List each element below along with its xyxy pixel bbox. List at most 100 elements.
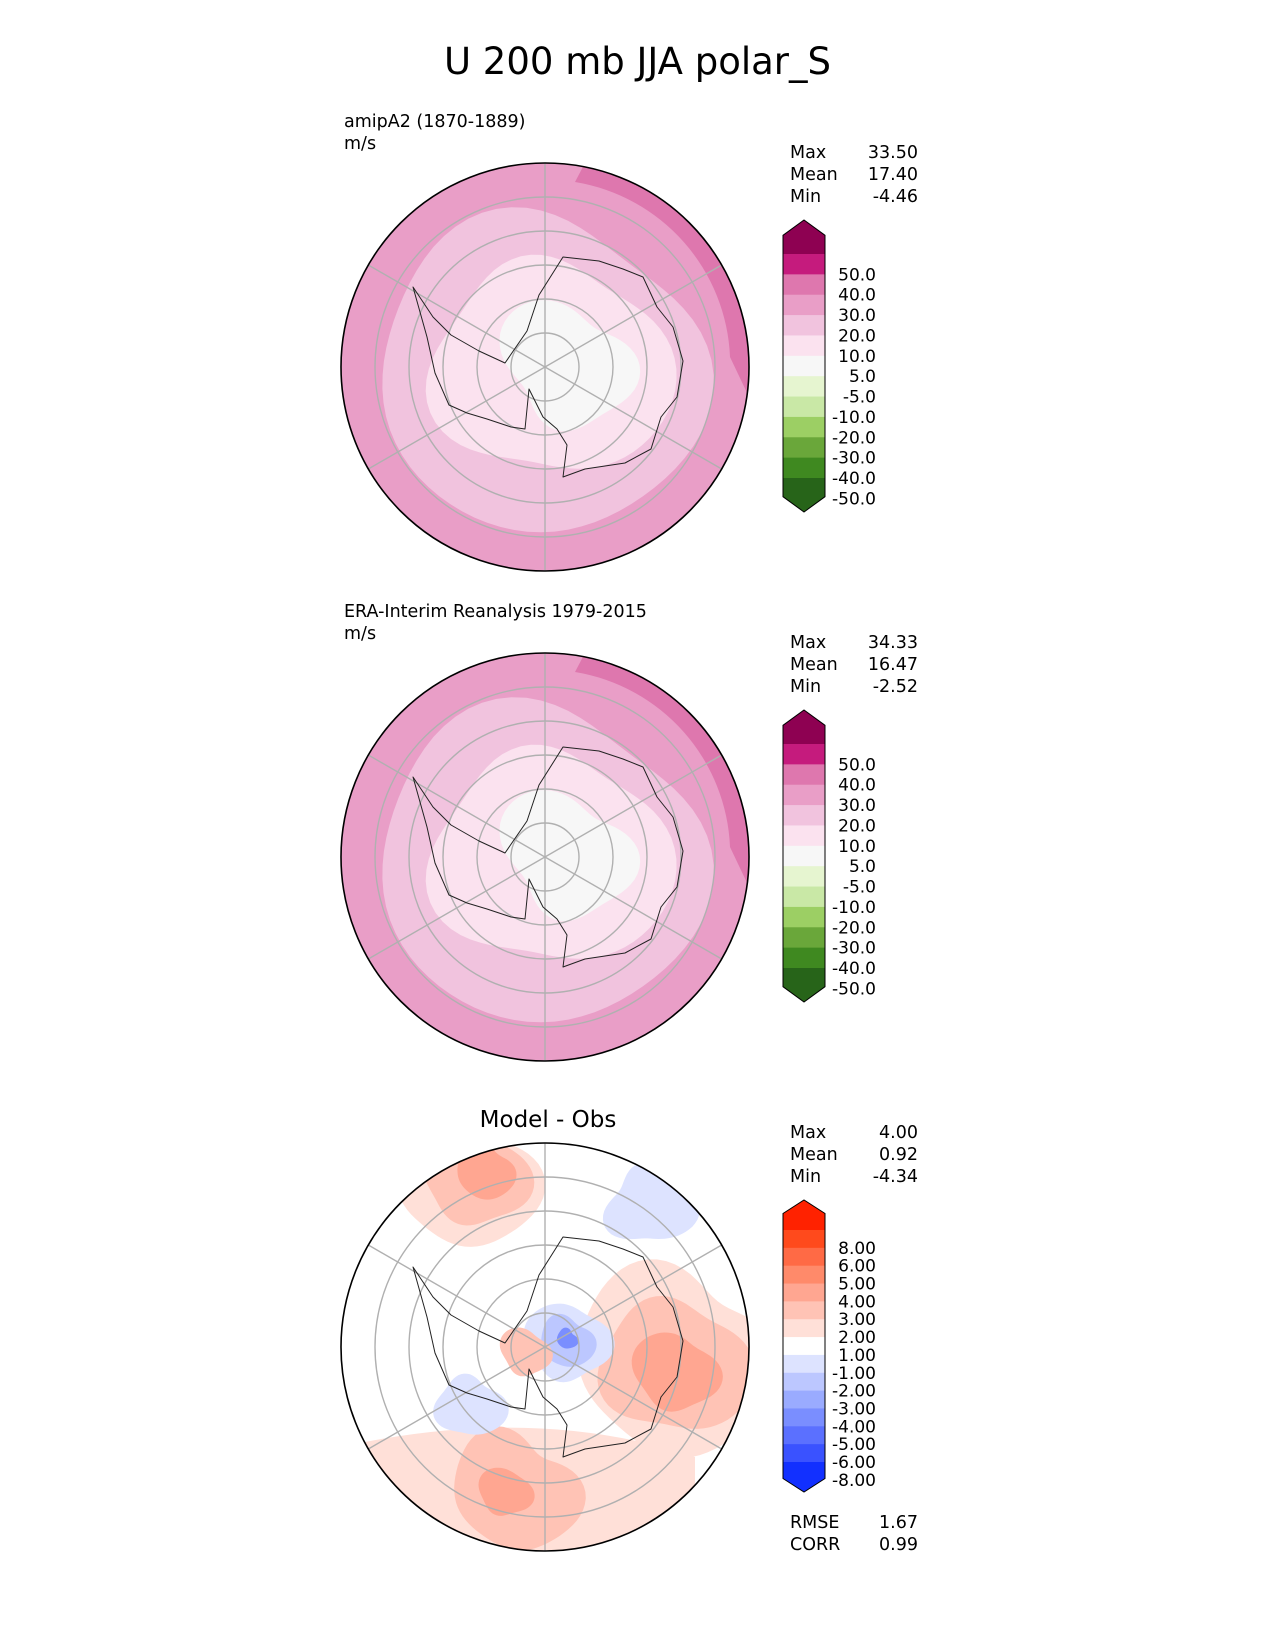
contour-band — [556, 1327, 579, 1349]
colorbar-tick-label: -30.0 — [832, 449, 876, 469]
colorbar-tick-label: -3.00 — [832, 1399, 876, 1419]
colorbar-extend-bottom — [783, 968, 825, 1002]
figure-title: U 200 mb JJA polar_S — [443, 40, 832, 83]
colorbar-tick-label: 40.0 — [838, 286, 876, 306]
meridian-line — [367, 754, 723, 960]
contour-band — [478, 1467, 535, 1516]
colorbar-swatch — [783, 1426, 825, 1445]
colorbar-outline — [782, 709, 826, 1003]
colorbar-tick-label: -40.0 — [832, 959, 876, 979]
colorbar-tick-label: -50.0 — [832, 489, 876, 509]
panel1-title: amipA2 (1870-1889) m/s — [344, 112, 526, 154]
colorbar-swatch — [783, 335, 825, 357]
panel3-title: Model - Obs — [479, 1107, 617, 1133]
colorbar-tick-label: 10.0 — [838, 837, 876, 857]
colorbar-swatch — [783, 1337, 825, 1356]
contour-band — [575, 653, 749, 887]
contour-band — [602, 1163, 700, 1240]
colorbar-swatch — [783, 416, 825, 438]
contour-band — [575, 163, 749, 397]
colorbar-swatch — [783, 274, 825, 296]
colorbar-tick-label: -2.00 — [832, 1382, 876, 1402]
colorbar-swatch — [783, 947, 825, 969]
colorbar-swatch — [783, 1444, 825, 1463]
colorbar-swatch — [783, 1247, 825, 1267]
meridian-line — [367, 264, 723, 470]
colorbar-swatch — [783, 906, 825, 928]
colorbar-swatch — [783, 294, 825, 316]
colorbar-tick-label: 5.0 — [849, 857, 876, 877]
colorbar-tick-label: 30.0 — [838, 796, 876, 816]
contour-band — [631, 1332, 723, 1412]
colorbar-swatch — [783, 437, 825, 459]
contour-field — [341, 1143, 749, 1551]
colorbar-tick-label: -40.0 — [832, 469, 876, 489]
colorbar-tick-label: 30.0 — [838, 306, 876, 326]
colorbar-swatch — [783, 1283, 825, 1302]
colorbar-tick-label: -5.00 — [832, 1435, 876, 1455]
contour-band — [499, 1327, 553, 1377]
colorbar-tick-label: 1.00 — [838, 1346, 876, 1366]
colorbar-swatch — [783, 1265, 825, 1285]
colorbar: 50.040.030.020.010.05.0-5.0-10.0-20.0-30… — [782, 219, 876, 513]
panel3-stats: Max 4.00 Mean 0.92 Min -4.34 — [790, 1123, 918, 1187]
colorbar-tick-label: -4.00 — [832, 1417, 876, 1437]
colorbar-swatch — [783, 866, 825, 888]
colorbar-tick-label: -20.0 — [832, 428, 876, 448]
colorbar-tick-label: 2.00 — [838, 1328, 876, 1348]
map-boundary — [340, 162, 750, 572]
colorbar-swatch — [783, 1301, 825, 1320]
panel2-stats: Max 34.33 Mean 16.47 Min -2.52 — [790, 633, 918, 697]
polar-map-3: 8.006.005.004.003.002.001.00-1.00-2.00-3… — [340, 1142, 876, 1552]
colorbar-tick-label: 6.00 — [838, 1257, 876, 1277]
colorbar-tick-label: 50.0 — [838, 755, 876, 775]
panel2-title: ERA-Interim Reanalysis 1979-2015 m/s — [344, 602, 647, 644]
colorbar-extend-bottom — [783, 1462, 825, 1492]
graticule — [367, 1143, 723, 1551]
colorbar-tick-label: 8.00 — [838, 1239, 876, 1259]
polar-map-1: 50.040.030.020.010.05.0-5.0-10.0-20.0-30… — [340, 162, 876, 572]
colorbar-tick-label: 20.0 — [838, 326, 876, 346]
meridian-line — [367, 1244, 723, 1450]
colorbar-tick-label: -5.0 — [843, 878, 876, 898]
colorbar-swatch — [783, 315, 825, 336]
colorbar-swatch — [783, 396, 825, 418]
map-boundary — [340, 652, 750, 1062]
colorbar-extend-bottom — [783, 478, 825, 512]
panel1-stats: Max 33.50 Mean 17.40 Min -4.46 — [790, 143, 918, 207]
antarctica-coastline — [412, 746, 684, 968]
colorbar-swatch — [783, 254, 825, 275]
polar-map-2: 50.040.030.020.010.05.0-5.0-10.0-20.0-30… — [340, 652, 876, 1062]
colorbar-swatch — [783, 1230, 825, 1249]
colorbar-outline — [782, 1199, 826, 1493]
colorbar-tick-label: 50.0 — [838, 265, 876, 285]
colorbar-tick-label: 4.00 — [838, 1292, 876, 1312]
colorbar-extend-top — [783, 1200, 825, 1230]
colorbar-swatch — [783, 1354, 825, 1374]
colorbar-tick-label: 5.0 — [849, 367, 876, 387]
colorbar-tick-label: -30.0 — [832, 939, 876, 959]
colorbar-tick-label: 20.0 — [838, 816, 876, 836]
colorbar-swatch — [783, 886, 825, 908]
colorbar-swatch — [783, 1319, 825, 1338]
panel3-metrics: RMSE 1.67 CORR 0.99 — [790, 1513, 918, 1555]
colorbar-tick-label: 5.00 — [838, 1275, 876, 1295]
colorbar: 50.040.030.020.010.05.0-5.0-10.0-20.0-30… — [782, 709, 876, 1003]
colorbar-swatch — [783, 1390, 825, 1409]
colorbar-tick-label: 3.00 — [838, 1310, 876, 1330]
colorbar-extend-top — [783, 220, 825, 254]
colorbar-swatch — [783, 1372, 825, 1392]
colorbar-tick-label: -8.00 — [832, 1471, 876, 1491]
colorbar-tick-label: -5.0 — [843, 388, 876, 408]
graticule — [367, 653, 723, 1061]
colorbar-swatch — [783, 764, 825, 786]
colorbar-extend-top — [783, 710, 825, 744]
colorbar-tick-label: 10.0 — [838, 347, 876, 367]
colorbar-swatch — [783, 355, 825, 377]
colorbar-tick-label: -6.00 — [832, 1453, 876, 1473]
antarctica-coastline — [412, 1236, 684, 1458]
colorbar-swatch — [783, 927, 825, 949]
map-boundary — [340, 1142, 750, 1552]
colorbar-swatch — [783, 457, 825, 479]
